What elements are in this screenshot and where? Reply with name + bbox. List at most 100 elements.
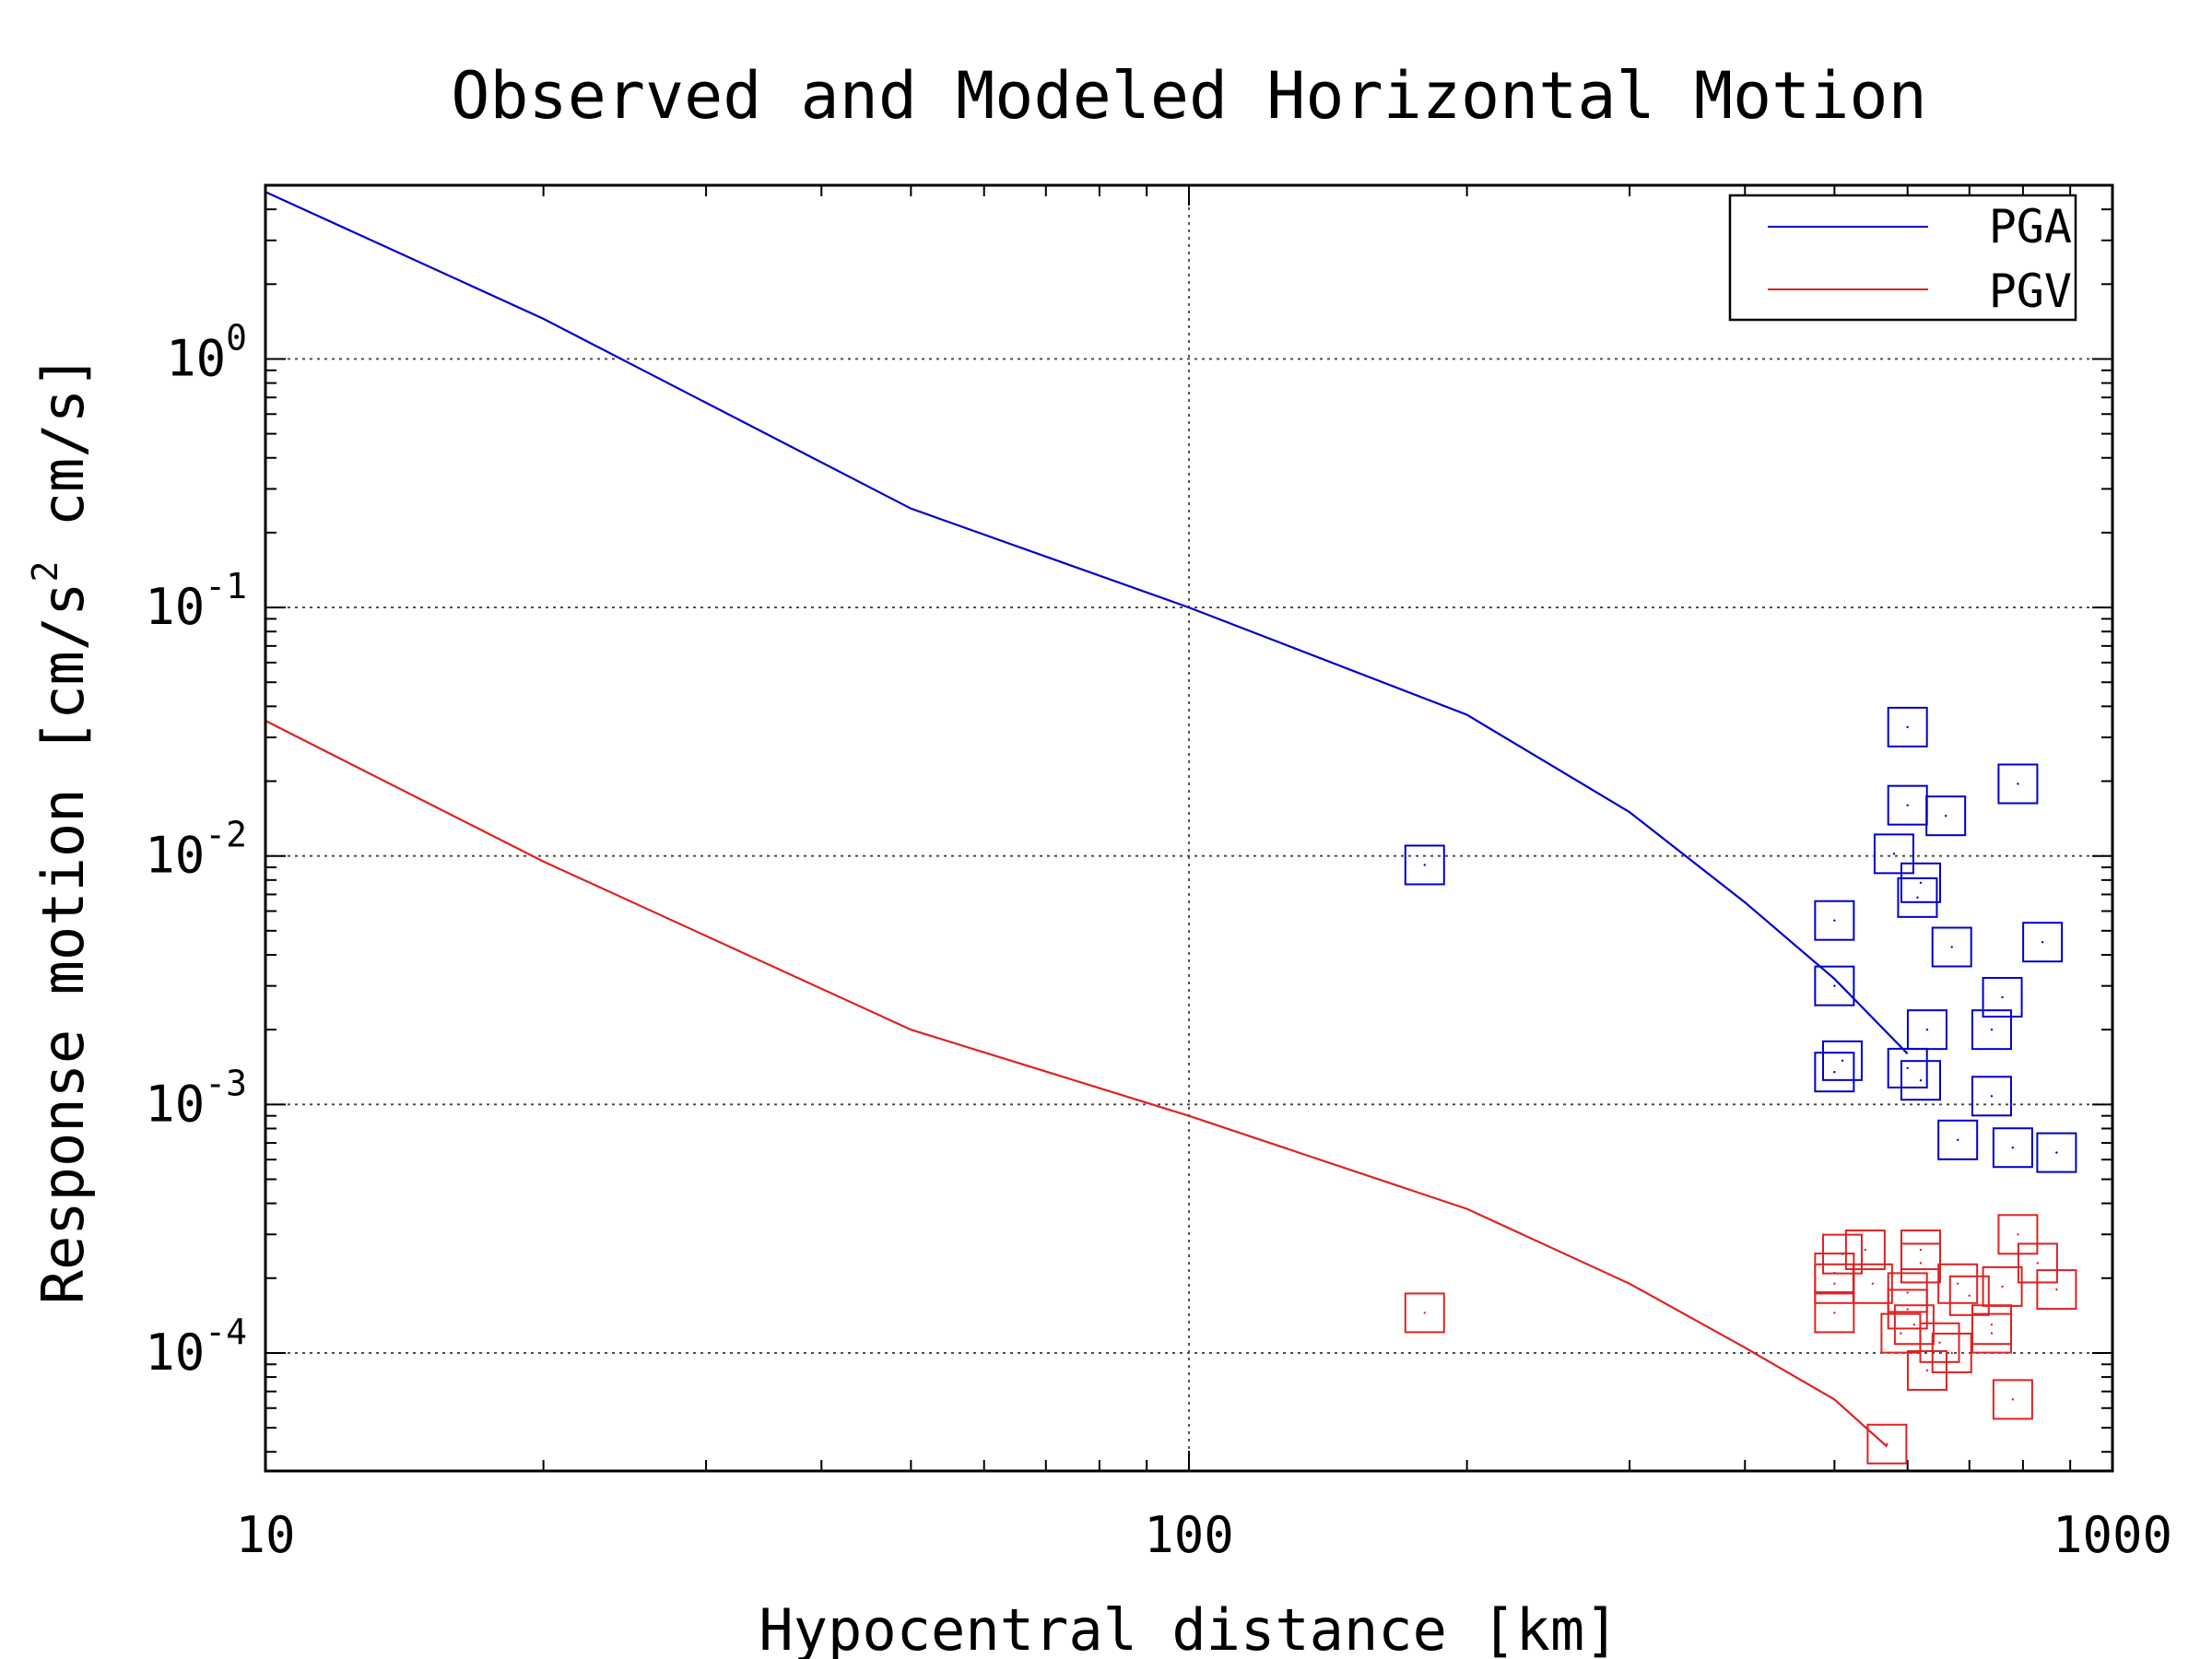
y-axis-label: Response motion [cm/s2 cm/s] [25, 355, 97, 1305]
legend-label-pga: PGA [1989, 200, 2072, 253]
data-point-center-pgv [1841, 1253, 1844, 1255]
data-point-pgv [1404, 1292, 1445, 1334]
y-tick-label: 100 [166, 317, 247, 387]
data-point-pgv [1906, 1349, 1947, 1391]
data-point-pgv [1844, 1230, 1886, 1271]
data-point-pgv [1931, 1332, 1972, 1373]
data-point-center-pgv [1864, 1248, 1867, 1252]
data-point-center-pgv [1919, 1248, 1923, 1252]
y-axis-label-sup: 2 [25, 561, 65, 582]
data-point-pgv [1982, 1265, 2023, 1307]
data-point-pga [1897, 877, 1938, 918]
data-point-pgv [1937, 1263, 1979, 1304]
y-tick-label: 10-4 [145, 1312, 247, 1382]
data-point-pga [1873, 833, 1914, 875]
data-point-center-pgv [1956, 1282, 1959, 1285]
y-tick-label: 10-1 [145, 566, 247, 636]
y-axis-label-suffix: cm/s] [29, 355, 97, 561]
data-point-center-pgv [1938, 1341, 1941, 1344]
tick-marks [265, 184, 2112, 1471]
data-point-center-pgv [2017, 1233, 2019, 1236]
data-point-pgv [1893, 1304, 1935, 1346]
data-point-center-pga [1925, 1028, 1929, 1031]
y-axis-label-prefix: Response motion [cm/s [29, 582, 97, 1304]
legend-label-pgv: PGV [1989, 265, 2072, 318]
data-point-center-pgv [1871, 1282, 1875, 1285]
data-point-pgv [1948, 1275, 1990, 1316]
data-point-pga [1821, 1040, 1863, 1081]
y-tick-label: 10-3 [145, 1063, 247, 1133]
data-point-center-pga [1990, 1095, 1994, 1098]
data-point-pga [1971, 1009, 2012, 1051]
data-point-pga [1992, 1127, 2033, 1169]
data-point-center-pgv [1950, 1351, 1953, 1355]
data-point-center-pga [2055, 1151, 2058, 1154]
data-point-pga [1900, 862, 1941, 903]
data-point-pga [1937, 1119, 1979, 1160]
data-point-center-pgv [1912, 1324, 1916, 1326]
data-point-pgv [1821, 1233, 1863, 1275]
data-point-center-pgv [2011, 1398, 2015, 1401]
legend-box [1728, 194, 2077, 322]
data-point-center-pgv [2001, 1285, 2004, 1288]
data-point-center-pgv [1906, 1308, 1909, 1311]
data-point-pgv [1919, 1322, 1960, 1363]
data-point-center-pga [2011, 1147, 2015, 1149]
data-point-pgv [1887, 1288, 1928, 1330]
x-axis-label: Hypocentral distance [km] [759, 1596, 1618, 1659]
data-point-center-pga [1892, 853, 1896, 855]
data-point-center-pgv [1925, 1369, 1929, 1372]
data-point-center-pga [1833, 984, 1836, 987]
data-point-pga [2022, 922, 2064, 963]
series-line-pga [265, 191, 1909, 1055]
x-tick-label: 1000 [2053, 1506, 2172, 1564]
data-point-pga [1814, 965, 1855, 1006]
data-point-pga [1887, 706, 1928, 747]
legend: PGA PGV [1728, 194, 2077, 322]
data-point-center-pga [1906, 1066, 1909, 1070]
data-point-center-pga [1944, 814, 1947, 818]
data-point-center-pga [1423, 864, 1426, 866]
data-point-pgv [1866, 1423, 1908, 1465]
data-point-center-pga [2001, 995, 2004, 999]
data-point-pgv [1971, 1312, 2012, 1354]
data-point-center-pga [2017, 782, 2019, 785]
data-point-pga [1997, 763, 2039, 805]
data-point-center-pgv [1990, 1332, 1994, 1335]
data-point-center-pgv [1906, 1291, 1909, 1294]
chart-title: Observed and Modeled Horizontal Motion [451, 58, 1926, 134]
data-point-center-pgv [2036, 1262, 2040, 1265]
data-point-pga [1931, 926, 1972, 968]
data-point-center-pga [1833, 1070, 1836, 1074]
data-point-center-pga [1956, 1138, 1959, 1141]
data-point-center-pgv [1968, 1294, 1971, 1298]
data-point-center-pgv [1423, 1312, 1426, 1314]
data-point-pgv [2036, 1269, 2077, 1311]
data-point-pga [2036, 1132, 2077, 1173]
data-point-center-pgv [1990, 1324, 1994, 1326]
data-point-pgv [1852, 1263, 1893, 1304]
data-point-center-pga [1841, 1059, 1844, 1063]
data-point-pga [1814, 1052, 1855, 1093]
data-point-center-pgv [2055, 1288, 2058, 1291]
plot-frame [264, 183, 2114, 1473]
data-point-pga [1814, 900, 1855, 941]
data-point-pga [1925, 795, 1967, 837]
x-tick-label: 100 [1144, 1506, 1234, 1564]
data-point-center-pga [1833, 919, 1836, 922]
data-point-center-pga [2041, 941, 2044, 944]
series-line-pgv [265, 720, 1888, 1448]
data-point-center-pgv [1886, 1442, 1888, 1445]
data-point-pgv [1992, 1379, 2033, 1420]
y-tick-label: 10-2 [145, 815, 247, 885]
data-point-pgv [1814, 1292, 1855, 1334]
x-tick-labels: 10 100 1000 [235, 1506, 2172, 1564]
y-tick-labels: 100 10-1 10-2 10-3 10-4 [145, 317, 247, 1381]
data-point-center-pgv [1900, 1332, 1902, 1335]
data-point-center-pgv [1833, 1282, 1836, 1285]
data-point-pga [1404, 844, 1445, 886]
data-point-pga [1982, 977, 2023, 1018]
data-point-pga [1971, 1076, 2012, 1117]
data-point-pgv [1900, 1242, 1941, 1284]
data-point-center-pga [1950, 946, 1953, 948]
